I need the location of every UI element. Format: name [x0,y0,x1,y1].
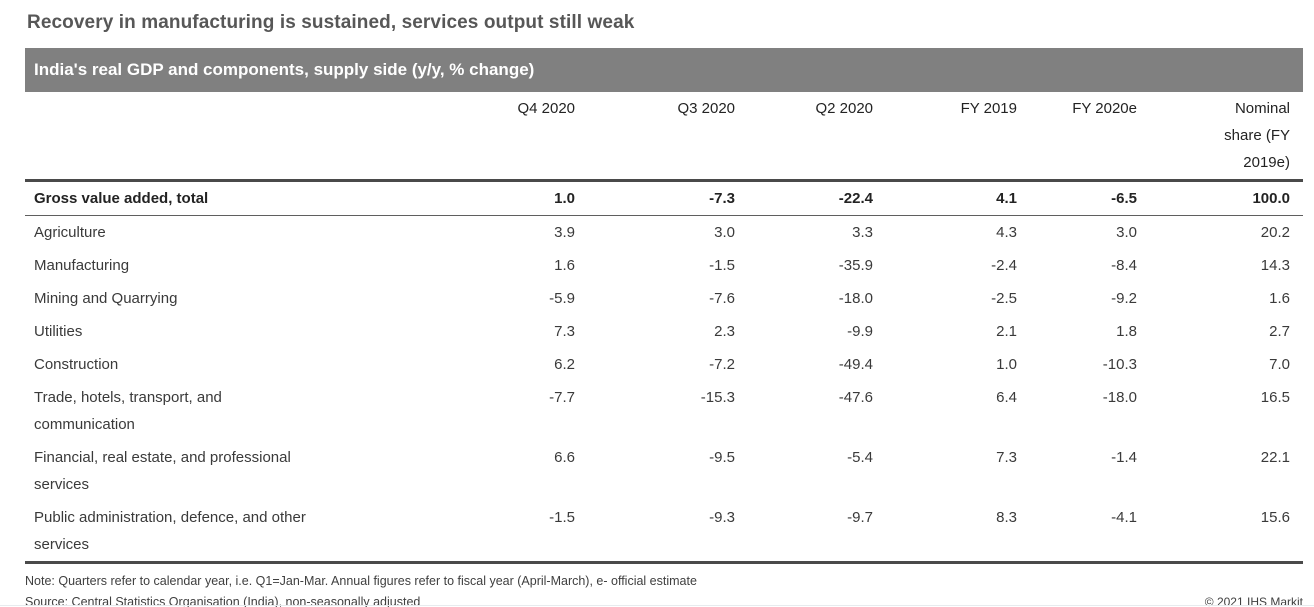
cell: -7.7 [549,389,575,406]
column-header-q3-2020: Q3 2020 [677,100,735,117]
cell: -5.9 [549,290,575,307]
note-text: Note: Quarters refer to calendar year, i… [25,574,697,588]
cell: -8.4 [1111,257,1137,274]
cell: 7.3 [554,323,575,340]
cell: -9.5 [709,449,735,466]
cell: 1.6 [554,257,575,274]
cell: 8.3 [873,501,1017,564]
table-row-construction: Construction 6.2 -7.2 -49.4 1.0 -10.3 7.… [25,348,1303,381]
cell: -9.2 [1111,290,1137,307]
cell: -10.3 [1102,356,1137,373]
table-row-mining-quarrying: Mining and Quarrying -5.9 -7.6 -18.0 -2.… [25,282,1303,315]
cell: -4.1 [1017,501,1137,564]
row-label: Utilities [34,323,83,340]
figure-content: Recovery in manufacturing is sustained, … [25,0,1303,607]
column-header-fy-2020e: FY 2020e [1072,100,1137,117]
cell: 7.0 [1269,356,1290,373]
cell: 3.0 [714,224,735,241]
cell: 2.3 [714,323,735,340]
row-label: Manufacturing [34,257,130,274]
cell: 1.0 [445,179,575,216]
table-row-public-administration: Public administration, defence, and othe… [25,501,1303,564]
column-header-nominal-share-label: Nominal share (FY 2019e) [1224,100,1290,171]
cell: -18.0 [1102,389,1137,406]
cell: 6.4 [996,389,1017,406]
cell: -1.5 [445,501,575,564]
cell: 4.3 [996,224,1017,241]
column-header-q2-2020: Q2 2020 [815,100,873,117]
row-label: Agriculture [34,224,106,241]
table-row-financial-real-estate: Financial, real estate, and professional… [25,441,1303,501]
cell: -1.4 [1111,449,1137,466]
cell: 22.1 [1260,449,1290,466]
row-label: Construction [34,356,119,373]
source-text: Source: Central Statistics Organisation … [25,595,421,607]
table-row-manufacturing: Manufacturing 1.6 -1.5 -35.9 -2.4 -8.4 1… [25,249,1303,282]
column-header-nominal-share: Nominal share (FY 2019e) [1137,92,1303,181]
row-label: Public administration, defence, and othe… [34,509,306,553]
cell: 4.1 [873,179,1017,216]
cell: 6.2 [554,356,575,373]
cell: -18.0 [838,290,873,307]
cell: 14.3 [1260,257,1290,274]
cell: 7.3 [996,449,1017,466]
cell: 6.6 [554,449,575,466]
cell: 2.1 [996,323,1017,340]
cell: 1.0 [996,356,1017,373]
copyright-text: © 2021 IHS Markit [1204,595,1303,607]
table-row-utilities: Utilities 7.3 2.3 -9.9 2.1 1.8 2.7 [25,315,1303,348]
cell: -2.4 [991,257,1017,274]
cell: -7.3 [575,179,735,216]
cell: -15.3 [700,389,735,406]
cell: 1.8 [1116,323,1137,340]
cell: -9.3 [575,501,735,564]
cell: -47.6 [838,389,873,406]
column-header-q4-2020: Q4 2020 [517,100,575,117]
row-label: Financial, real estate, and professional… [34,449,291,493]
cell: 3.3 [852,224,873,241]
cell: -22.4 [735,179,873,216]
column-header-empty [25,92,445,181]
row-label: Trade, hotels, transport, and communicat… [34,389,222,433]
cell: -7.6 [709,290,735,307]
page-title: Recovery in manufacturing is sustained, … [27,12,635,33]
cell: 20.2 [1260,224,1290,241]
cell: -5.4 [847,449,873,466]
table-title-band-label: India's real GDP and components, supply … [34,60,535,79]
cell: 3.0 [1116,224,1137,241]
table-title-band: India's real GDP and components, supply … [25,48,1303,92]
row-label: Mining and Quarrying [34,290,178,307]
column-header-fy-2019: FY 2019 [960,100,1017,117]
cell: -6.5 [1017,179,1137,216]
footer-row: Source: Central Statistics Organisation … [25,593,1303,607]
table-row-gross-value-added: Gross value added, total 1.0 -7.3 -22.4 … [25,179,1303,216]
gdp-components-table: Q4 2020 Q3 2020 Q2 2020 FY 2019 FY 2020e… [25,92,1303,564]
table-row-trade-hotels-transport: Trade, hotels, transport, and communicat… [25,381,1303,441]
cell: -49.4 [838,356,873,373]
cell: -35.9 [838,257,873,274]
cell: 3.9 [554,224,575,241]
table-row-agriculture: Agriculture 3.9 3.0 3.3 4.3 3.0 20.2 [25,216,1303,250]
cell: -2.5 [991,290,1017,307]
cell: 100.0 [1137,179,1303,216]
cell: 16.5 [1260,389,1290,406]
footnotes: Note: Quarters refer to calendar year, i… [25,572,1303,607]
row-label: Gross value added, total [34,190,209,207]
cell: -7.2 [709,356,735,373]
cell: 1.6 [1269,290,1290,307]
bottom-divider [0,605,1314,606]
cell: -1.5 [709,257,735,274]
cell: 2.7 [1269,323,1290,340]
table-header-row: Q4 2020 Q3 2020 Q2 2020 FY 2019 FY 2020e… [25,92,1303,181]
cell: -9.9 [847,323,873,340]
cell: 15.6 [1137,501,1303,564]
cell: -9.7 [735,501,873,564]
